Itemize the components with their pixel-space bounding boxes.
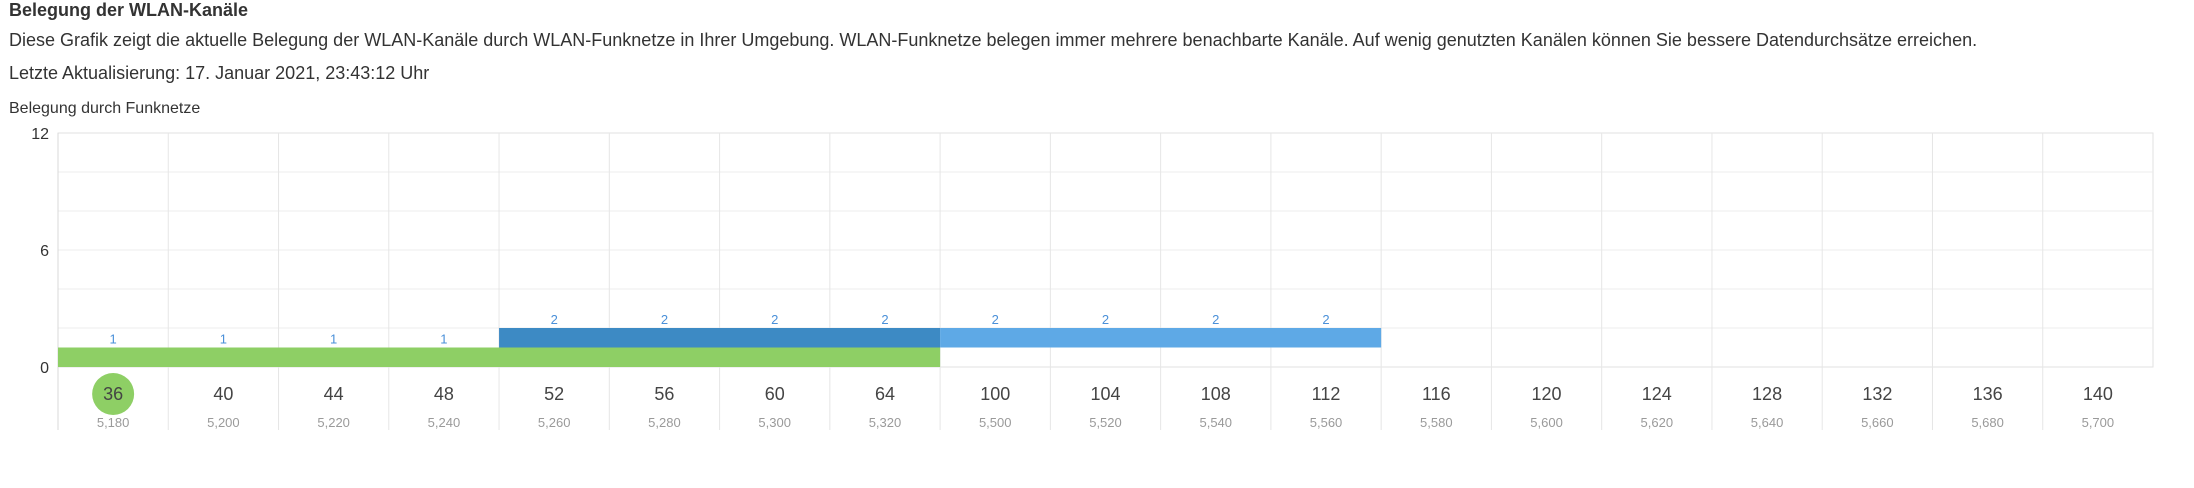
value-label: 1: [440, 332, 447, 347]
series-bar-network-b: [499, 328, 941, 348]
channel-label: 136: [1973, 384, 2003, 404]
frequency-label: 5,680: [1971, 415, 2004, 430]
value-label: 1: [330, 332, 337, 347]
value-label: 1: [220, 332, 227, 347]
channel-label: 56: [654, 384, 674, 404]
channel-label: 36: [103, 384, 123, 404]
value-label: 2: [661, 312, 668, 327]
value-label: 1: [110, 332, 117, 347]
frequency-label: 5,520: [1089, 415, 1122, 430]
frequency-label: 5,620: [1641, 415, 1674, 430]
y-tick-label: 0: [40, 360, 49, 377]
channel-label: 120: [1532, 384, 1562, 404]
channel-label: 44: [324, 384, 344, 404]
series-bar-network-c: [940, 328, 1382, 348]
channel-label: 124: [1642, 384, 1672, 404]
channel-label: 112: [1312, 384, 1341, 404]
channel-label: 100: [980, 384, 1010, 404]
page-description: Diese Grafik zeigt die aktuelle Belegung…: [9, 30, 1978, 50]
frequency-label: 5,540: [1199, 415, 1232, 430]
y-tick-label: 6: [40, 243, 49, 260]
series-bar-network-a: [58, 347, 941, 367]
channel-label: 64: [875, 384, 895, 404]
value-label: 2: [551, 312, 558, 327]
channel-label: 128: [1752, 384, 1782, 404]
frequency-label: 5,300: [758, 415, 791, 430]
active-channel-marker: [92, 373, 135, 415]
frequency-label: 5,600: [1530, 415, 1563, 430]
frequency-label: 5,280: [648, 415, 681, 430]
frequency-label: 5,560: [1310, 415, 1343, 430]
value-label: 2: [771, 312, 778, 327]
frequency-label: 5,260: [538, 415, 571, 430]
channel-label: 116: [1422, 384, 1451, 404]
frequency-label: 5,640: [1751, 415, 1784, 430]
y-tick-label: 12: [31, 126, 49, 143]
channel-label: 140: [2083, 384, 2113, 404]
frequency-label: 5,200: [207, 415, 240, 430]
frequency-label: 5,660: [1861, 415, 1894, 430]
value-label: 2: [992, 312, 999, 327]
frequency-label: 5,320: [869, 415, 902, 430]
channel-label: 132: [1862, 384, 1892, 404]
frequency-label: 5,240: [428, 415, 461, 430]
frequency-label: 5,700: [2082, 415, 2115, 430]
channel-label: 104: [1090, 384, 1120, 404]
value-label: 2: [1322, 312, 1329, 327]
channel-label: 40: [213, 384, 233, 404]
last-update-text: Letzte Aktualisierung: 17. Januar 2021, …: [9, 63, 430, 83]
channel-label: 52: [544, 384, 564, 404]
value-label: 2: [881, 312, 888, 327]
chart-title: Belegung durch Funknetze: [9, 100, 201, 117]
channel-label: 108: [1201, 384, 1231, 404]
frequency-label: 5,580: [1420, 415, 1453, 430]
page-title: Belegung der WLAN-Kanäle: [9, 0, 249, 20]
channel-label: 60: [765, 384, 785, 404]
frequency-label: 5,180: [97, 415, 130, 430]
frequency-label: 5,220: [317, 415, 350, 430]
channel-label: 48: [434, 384, 454, 404]
value-label: 2: [1102, 312, 1109, 327]
frequency-label: 5,500: [979, 415, 1012, 430]
value-label: 2: [1212, 312, 1219, 327]
